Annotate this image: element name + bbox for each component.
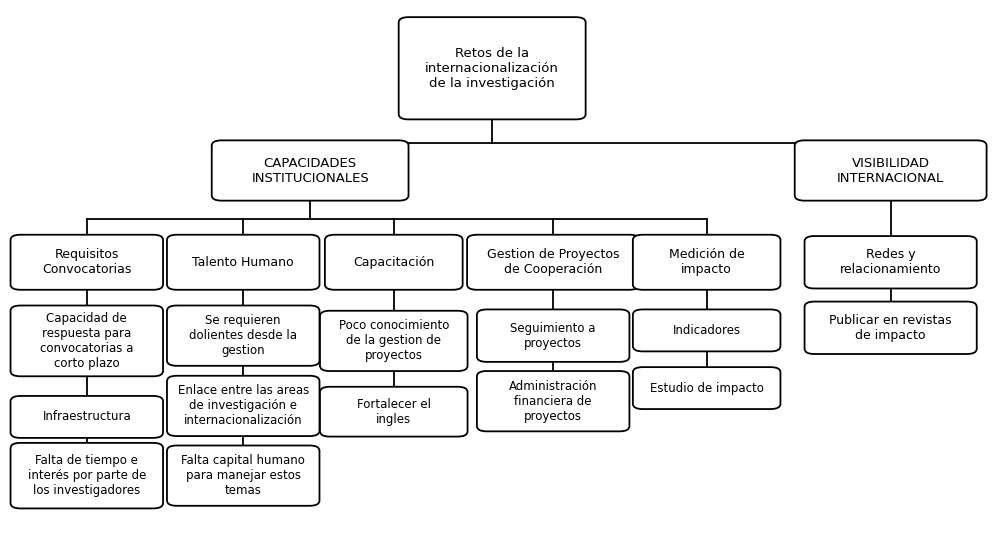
Text: Falta capital humano
para manejar estos
temas: Falta capital humano para manejar estos …	[182, 454, 305, 497]
FancyBboxPatch shape	[212, 140, 408, 201]
Text: Estudio de impacto: Estudio de impacto	[649, 381, 763, 395]
FancyBboxPatch shape	[320, 387, 467, 437]
FancyBboxPatch shape	[10, 443, 162, 508]
Text: Poco conocimiento
de la gestion de
proyectos: Poco conocimiento de la gestion de proye…	[338, 319, 448, 362]
FancyBboxPatch shape	[320, 311, 467, 371]
FancyBboxPatch shape	[632, 367, 779, 409]
Text: Retos de la
internacionalización
de la investigación: Retos de la internacionalización de la i…	[425, 47, 559, 90]
Text: Infraestructura: Infraestructura	[42, 410, 131, 423]
FancyBboxPatch shape	[794, 140, 986, 201]
FancyBboxPatch shape	[10, 235, 162, 290]
Text: Redes y
relacionamiento: Redes y relacionamiento	[840, 248, 941, 276]
Text: Falta de tiempo e
interés por parte de
los investigadores: Falta de tiempo e interés por parte de l…	[27, 454, 145, 497]
FancyBboxPatch shape	[803, 302, 976, 354]
FancyBboxPatch shape	[632, 235, 779, 290]
Text: Capacitación: Capacitación	[353, 256, 434, 269]
FancyBboxPatch shape	[166, 235, 319, 290]
FancyBboxPatch shape	[10, 305, 162, 376]
FancyBboxPatch shape	[166, 446, 319, 506]
Text: Requisitos
Convocatorias: Requisitos Convocatorias	[42, 248, 131, 276]
Text: Administración
financiera de
proyectos: Administración financiera de proyectos	[509, 380, 597, 423]
FancyBboxPatch shape	[166, 305, 319, 366]
FancyBboxPatch shape	[166, 376, 319, 436]
FancyBboxPatch shape	[632, 309, 779, 351]
Text: Indicadores: Indicadores	[672, 324, 740, 337]
FancyBboxPatch shape	[803, 236, 976, 288]
FancyBboxPatch shape	[476, 371, 629, 431]
Text: Publicar en revistas
de impacto: Publicar en revistas de impacto	[828, 314, 951, 342]
Text: Seguimiento a
proyectos: Seguimiento a proyectos	[510, 322, 596, 350]
FancyBboxPatch shape	[10, 396, 162, 438]
FancyBboxPatch shape	[325, 235, 462, 290]
Text: Talento Humano: Talento Humano	[193, 256, 294, 269]
Text: Enlace entre las areas
de investigación e
internacionalización: Enlace entre las areas de investigación …	[178, 385, 309, 427]
Text: Medición de
impacto: Medición de impacto	[668, 248, 744, 276]
FancyBboxPatch shape	[476, 309, 629, 362]
FancyBboxPatch shape	[466, 235, 639, 290]
FancyBboxPatch shape	[398, 17, 585, 119]
Text: Se requieren
dolientes desde la
gestion: Se requieren dolientes desde la gestion	[189, 314, 297, 357]
Text: VISIBILIDAD
INTERNACIONAL: VISIBILIDAD INTERNACIONAL	[837, 157, 944, 185]
Text: Gestion de Proyectos
de Cooperación: Gestion de Proyectos de Cooperación	[486, 248, 619, 276]
Text: Fortalecer el
ingles: Fortalecer el ingles	[356, 398, 430, 426]
Text: Capacidad de
respuesta para
convocatorias a
corto plazo: Capacidad de respuesta para convocatoria…	[40, 312, 133, 370]
Text: CAPACIDADES
INSTITUCIONALES: CAPACIDADES INSTITUCIONALES	[251, 157, 369, 185]
